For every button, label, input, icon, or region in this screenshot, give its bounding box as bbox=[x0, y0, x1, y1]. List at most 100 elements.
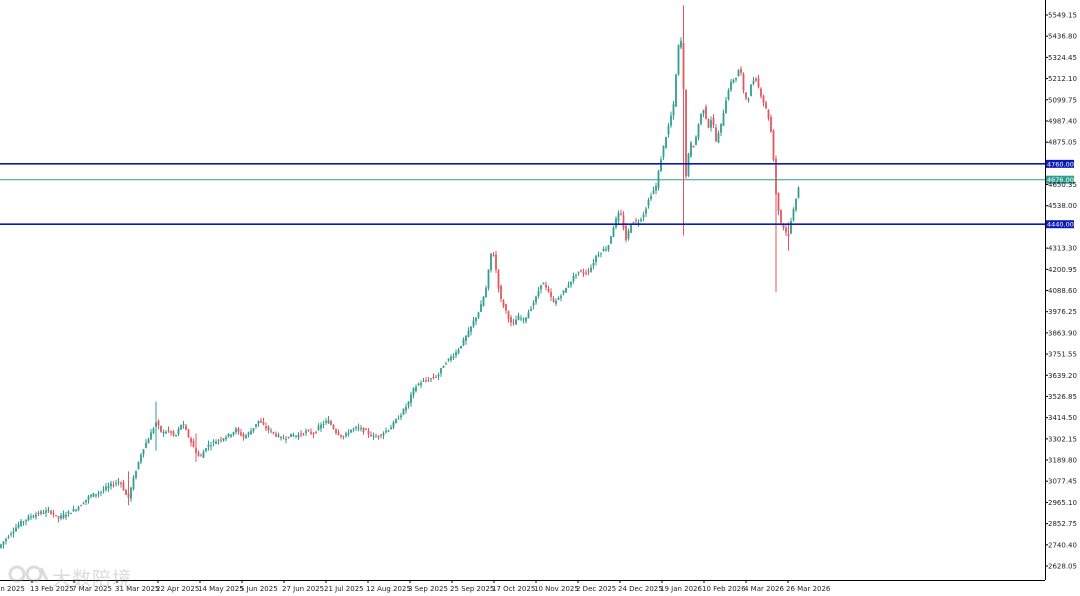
candle-body bbox=[722, 112, 725, 126]
candle-body bbox=[275, 433, 277, 437]
candle-body bbox=[520, 318, 522, 320]
candle-body bbox=[27, 516, 30, 521]
candle-body bbox=[327, 420, 330, 424]
candle-body bbox=[162, 431, 165, 433]
candle-body bbox=[775, 158, 777, 195]
candle-body bbox=[277, 435, 280, 437]
candle-body bbox=[337, 432, 340, 435]
time-tick-label: 19 Jan 2026 bbox=[660, 585, 703, 593]
candle-body bbox=[320, 424, 322, 429]
price-tick-label: 3863.90 bbox=[1048, 329, 1077, 337]
candle-body bbox=[732, 80, 735, 83]
candle-body bbox=[60, 515, 62, 519]
candle-body bbox=[760, 88, 762, 97]
candle-body bbox=[612, 227, 615, 237]
candle-body bbox=[545, 284, 547, 288]
candle-body bbox=[335, 429, 337, 433]
candle-body bbox=[137, 461, 140, 470]
candle-body bbox=[85, 499, 87, 503]
candle-body bbox=[647, 199, 650, 206]
candle-body bbox=[452, 356, 455, 358]
candle-body bbox=[32, 516, 35, 518]
candle-body bbox=[77, 506, 80, 510]
price-tick-label: 4650.35 bbox=[1048, 181, 1077, 189]
candle-body bbox=[350, 429, 352, 433]
candle-body bbox=[515, 319, 517, 325]
candle-body bbox=[470, 326, 472, 332]
candle-body bbox=[392, 422, 395, 428]
candle-body bbox=[20, 520, 22, 526]
candle-body bbox=[247, 432, 250, 435]
candle-body bbox=[435, 376, 437, 378]
candle-body bbox=[152, 428, 155, 434]
candle-body bbox=[505, 304, 507, 311]
candle-body bbox=[182, 424, 185, 426]
candle-body bbox=[272, 431, 275, 433]
candle-body bbox=[547, 288, 550, 292]
candle-body bbox=[585, 272, 587, 274]
candle-body bbox=[420, 383, 422, 386]
candle-body bbox=[82, 503, 85, 505]
candle-body bbox=[770, 117, 772, 132]
time-tick-label: 26 Mar 2026 bbox=[786, 585, 831, 593]
candle-body bbox=[372, 435, 375, 437]
candle-body bbox=[765, 102, 767, 109]
candle-body bbox=[512, 322, 515, 324]
price-tick-label: 4875.05 bbox=[1048, 139, 1077, 147]
candle-body bbox=[645, 208, 647, 214]
candle-body bbox=[660, 159, 662, 172]
candle-body bbox=[177, 428, 180, 435]
candle-body bbox=[565, 288, 567, 293]
candle-body bbox=[522, 318, 525, 320]
candle-body bbox=[195, 447, 197, 453]
candle-body bbox=[542, 282, 545, 285]
price-tick-label: 3976.25 bbox=[1048, 308, 1077, 316]
price-level-lines[interactable]: 4760.00 4676.00 4440.00 bbox=[0, 159, 1074, 229]
candle-body bbox=[122, 482, 125, 491]
candle-body bbox=[107, 485, 110, 489]
candle-body bbox=[100, 491, 102, 493]
candle-body bbox=[560, 296, 562, 299]
candle-body bbox=[62, 514, 65, 518]
candle-body bbox=[725, 100, 727, 114]
candle-body bbox=[462, 339, 465, 346]
time-tick-label: 25 Sep 2025 bbox=[450, 585, 494, 593]
resistance-level-tag bbox=[1046, 159, 1074, 168]
candle-body bbox=[787, 233, 790, 236]
candle-body bbox=[680, 40, 682, 48]
candle-body bbox=[262, 421, 265, 425]
candle-body bbox=[75, 509, 77, 511]
candle-body bbox=[30, 516, 32, 518]
candle-body bbox=[25, 519, 27, 522]
price-tick-label: 5549.15 bbox=[1048, 12, 1077, 20]
support-level-tag bbox=[1046, 220, 1074, 229]
candle-body bbox=[57, 516, 60, 519]
time-tick-label: 31 Mar 2025 bbox=[115, 585, 159, 593]
candle-body bbox=[742, 73, 745, 91]
candle-body bbox=[472, 320, 475, 327]
candle-body bbox=[530, 308, 532, 311]
candle-body bbox=[257, 420, 260, 424]
candle-body bbox=[280, 437, 282, 439]
candle-body bbox=[602, 248, 605, 252]
candle-body bbox=[65, 514, 67, 517]
time-tick-label: 5 Jun 2025 bbox=[240, 585, 278, 593]
candle-body bbox=[777, 192, 780, 212]
price-tick-label: 5212.10 bbox=[1048, 75, 1077, 83]
candle-body bbox=[495, 254, 497, 270]
candle-body bbox=[220, 439, 222, 441]
candle-body bbox=[40, 511, 42, 514]
candle-body bbox=[467, 330, 470, 337]
candle-body bbox=[365, 428, 367, 431]
candle-body bbox=[140, 454, 142, 463]
candle-body bbox=[145, 442, 147, 448]
price-tick-label: 4200.95 bbox=[1048, 266, 1077, 274]
candle-body bbox=[165, 431, 167, 434]
time-tick-label: 27 Jun 2025 bbox=[282, 585, 324, 593]
candle-body bbox=[150, 432, 152, 440]
candle-body bbox=[640, 219, 642, 221]
candle-body bbox=[637, 222, 640, 224]
candle-body bbox=[440, 367, 442, 374]
candle-body bbox=[500, 285, 502, 299]
